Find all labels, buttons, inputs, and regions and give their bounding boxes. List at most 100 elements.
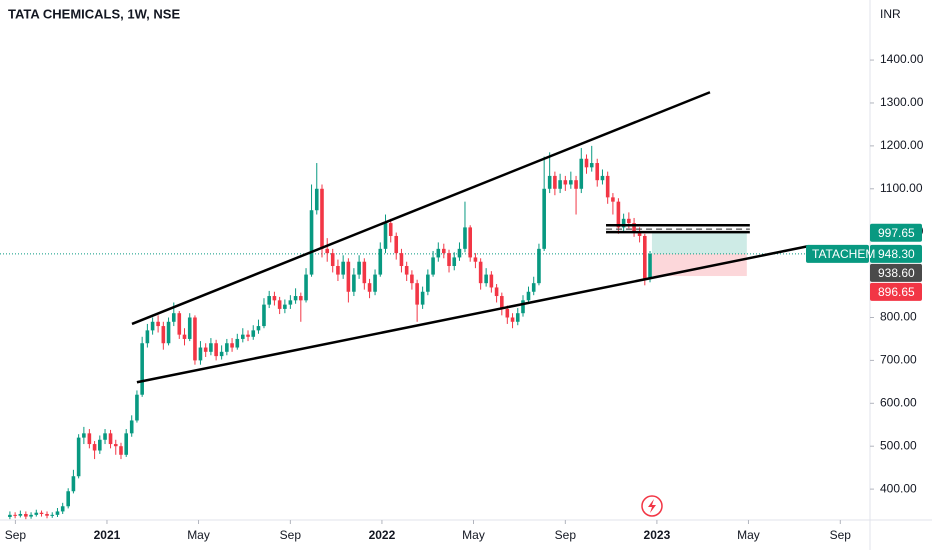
candle-body: [463, 227, 467, 249]
candle-body: [209, 343, 213, 352]
candle-body: [108, 433, 113, 445]
candle-body: [489, 274, 494, 288]
candle-body: [140, 343, 144, 395]
candle-body: [494, 287, 499, 297]
candle-body: [198, 347, 203, 361]
candle-body: [262, 304, 266, 327]
candle-body: [468, 227, 472, 258]
candle-body: [203, 347, 208, 352]
candle-body: [193, 317, 197, 361]
candle-body: [505, 308, 510, 318]
x-tick-label: Sep: [830, 528, 852, 542]
stop-zone: [651, 253, 747, 277]
candle-body: [24, 513, 28, 517]
candle-body: [584, 158, 589, 168]
candle-body: [521, 300, 525, 314]
candle-body: [542, 188, 546, 249]
candle-body: [60, 506, 65, 512]
candle-body: [98, 439, 102, 451]
x-tick-label: 2023: [644, 528, 671, 542]
candle-body: [76, 437, 81, 477]
candle-body: [187, 317, 192, 339]
y-tick-label: 1100.00: [880, 181, 923, 195]
candle-body: [526, 291, 531, 301]
candle-body: [611, 197, 615, 202]
candle-body: [589, 163, 594, 168]
candle-body: [240, 334, 245, 339]
candle-body: [373, 274, 377, 292]
price-label-bg: [870, 223, 922, 242]
candle-body: [277, 300, 282, 309]
candle-body: [388, 223, 393, 236]
chart-title: TATA CHEMICALS, 1W, NSE: [8, 6, 180, 21]
price-label-bg: [870, 282, 922, 301]
price-label: 948.30: [878, 247, 915, 261]
candle-body: [426, 274, 430, 292]
candle-body: [161, 326, 166, 344]
candle-body: [55, 511, 60, 515]
candle-body: [616, 201, 621, 228]
candle-body: [431, 257, 435, 275]
candle-body: [18, 513, 23, 516]
candle-body: [478, 261, 483, 284]
candle-body: [145, 330, 150, 344]
candle-body: [251, 330, 256, 337]
candle-body: [357, 261, 361, 275]
target-zone: [651, 232, 747, 254]
candle-body: [579, 158, 584, 189]
candle-body: [87, 433, 92, 445]
candle-body: [299, 296, 303, 301]
candle-body: [45, 513, 49, 516]
candle-body: [484, 274, 488, 284]
symbol-label-bg: [806, 244, 869, 263]
candle-body: [510, 317, 515, 322]
x-tick-label: Sep: [555, 528, 577, 542]
candle-body: [436, 248, 441, 258]
candle-body: [394, 235, 399, 254]
candle-body: [330, 253, 335, 267]
candle-body: [256, 326, 261, 331]
candle-body: [320, 188, 324, 249]
candle-body: [119, 446, 123, 455]
x-tick-label: May: [737, 528, 760, 542]
candle-body: [553, 175, 557, 189]
candle-body: [415, 283, 419, 305]
symbol-label: TATACHEM: [812, 247, 875, 261]
price-label: 997.65: [878, 226, 915, 240]
candle-body: [648, 253, 652, 279]
candle-body: [171, 313, 176, 322]
candle-body: [214, 343, 218, 357]
candle-body: [605, 175, 610, 198]
price-label: 896.65: [878, 285, 915, 299]
trend-line: [136, 245, 809, 384]
x-tick-label: May: [462, 528, 485, 542]
candle-body: [293, 296, 298, 301]
candle-body: [473, 257, 478, 262]
candle-body: [452, 257, 457, 267]
y-tick-label: 1400.00: [880, 52, 924, 66]
candle-body: [230, 343, 234, 348]
candle-body: [643, 235, 647, 279]
currency-label: INR: [880, 7, 901, 21]
candle-body: [314, 188, 319, 211]
candle-body: [336, 266, 340, 275]
y-tick-label: 1300.00: [880, 95, 924, 109]
candle-body: [632, 223, 636, 232]
candle-body: [558, 180, 562, 189]
news-icon-bolt: [648, 499, 656, 513]
candle-body: [124, 433, 129, 455]
candle-body: [404, 266, 409, 275]
x-tick-label: Sep: [5, 528, 27, 542]
candle-body: [82, 433, 86, 438]
plot-area: [0, 91, 870, 520]
y-tick-label: 700.00: [880, 353, 917, 367]
news-icon[interactable]: [641, 495, 663, 517]
candle-body: [29, 514, 33, 517]
candle-body: [283, 304, 287, 309]
candle-body: [600, 175, 605, 181]
candle-body: [441, 248, 446, 254]
candle-body: [71, 476, 76, 492]
candle-body: [113, 444, 118, 447]
candle-body: [420, 291, 425, 305]
